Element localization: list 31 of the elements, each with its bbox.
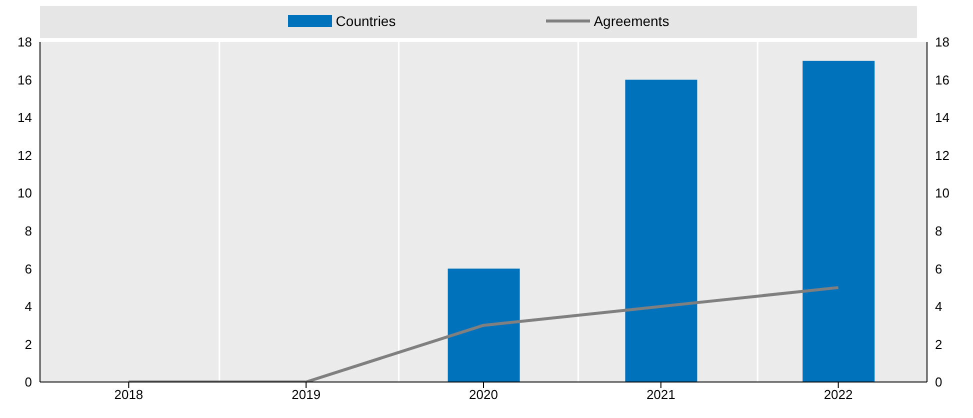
y2-tick-label: 4 <box>935 299 942 314</box>
y2-tick-label: 8 <box>935 224 942 239</box>
x-tick-label: 2020 <box>469 387 498 402</box>
y2-tick-label: 6 <box>935 261 942 276</box>
bar <box>802 60 875 382</box>
y2-tick-label: 16 <box>935 72 950 88</box>
legend-label: Countries <box>334 13 396 29</box>
y2-tick-label: 12 <box>935 148 950 163</box>
y2-tick-label: 2 <box>935 336 942 352</box>
y-tick-label: 18 <box>18 34 32 50</box>
y-tick-label: 6 <box>24 261 32 276</box>
y-tick-label: 2 <box>24 336 32 352</box>
bar <box>448 268 520 382</box>
y2-tick-label: 0 <box>935 374 942 390</box>
x-tick-label: 2022 <box>824 387 853 402</box>
y2-tick-label: 18 <box>935 34 950 50</box>
y2-tick-label: 14 <box>935 110 950 126</box>
y-tick-label: 14 <box>18 110 32 126</box>
y2-tick-label: 10 <box>935 186 950 201</box>
x-tick-label: 2019 <box>292 387 321 402</box>
y-tick-label: 4 <box>24 299 32 314</box>
y-tick-label: 16 <box>18 72 32 88</box>
bar <box>625 80 698 382</box>
x-tick-label: 2021 <box>646 387 676 402</box>
y-tick-label: 12 <box>18 148 32 163</box>
line-series <box>127 286 840 382</box>
x-tick-label: 2018 <box>114 387 144 402</box>
y-tick-label: 0 <box>24 374 32 390</box>
y-tick-label: 8 <box>24 224 32 239</box>
y-tick-label: 10 <box>18 186 32 201</box>
legend-label: Agreements <box>592 13 670 29</box>
